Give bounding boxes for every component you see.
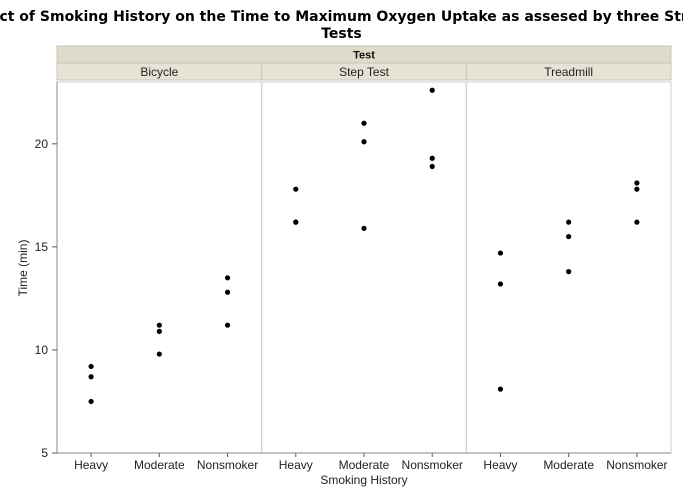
panel-strips: Bicycle Step Test Treadmill: [56, 62, 672, 81]
x-tick-label: Heavy: [279, 458, 313, 472]
x-axis: Heavy Moderate Nonsmoker Heavy Moderate Nonsm…: [57, 452, 671, 472]
data-point: [88, 374, 94, 380]
data-point: [429, 163, 435, 170]
panel-frame-step-test: [261, 81, 467, 454]
plot-panels: [56, 81, 672, 454]
data-point: [566, 219, 572, 225]
data-point: [361, 225, 367, 231]
group-title: Test: [353, 50, 375, 62]
y-tick-label: 5: [41, 446, 48, 460]
y-axis: 5 10 15 20: [35, 82, 58, 460]
data-point: [156, 322, 162, 328]
data-point: [361, 139, 367, 145]
chart-title-line-1: Effect of Smoking History on the Time to…: [0, 9, 683, 25]
data-point: [224, 289, 231, 295]
data-point: [293, 186, 299, 192]
y-tick-label: 10: [35, 343, 49, 357]
data-point: [497, 281, 504, 287]
data-point: [361, 120, 367, 126]
data-point: [429, 155, 435, 161]
data-point: [497, 386, 504, 392]
y-tick-label: 20: [35, 137, 49, 151]
x-tick-label: Nonsmoker: [606, 458, 667, 472]
panel-frame-bicycle: [56, 81, 263, 454]
x-tick-label: Heavy: [74, 458, 108, 472]
data-point: [634, 180, 640, 186]
data-point: [156, 351, 162, 357]
data-point: [224, 322, 231, 328]
data-point: [497, 250, 504, 256]
data-point: [634, 186, 640, 192]
chart-title-line-2: Tests: [321, 26, 362, 42]
x-tick-label: Nonsmoker: [402, 458, 463, 472]
x-axis-label: Smoking History: [320, 473, 407, 487]
x-tick-label: Nonsmoker: [197, 458, 258, 472]
x-tick-label: Moderate: [543, 458, 594, 472]
data-point: [429, 87, 435, 93]
panel-strip-label-bicycle: Bicycle: [140, 65, 178, 79]
x-tick-label: Moderate: [339, 458, 390, 472]
y-axis-label: Time (min): [16, 240, 30, 297]
panel-frame-treadmill: [465, 81, 672, 454]
panel-strip-label-step-test: Step Test: [339, 65, 389, 79]
data-point: [634, 219, 640, 225]
data-point: [566, 269, 572, 275]
data-point: [293, 219, 299, 225]
data-point: [88, 363, 94, 370]
panel-strip-treadmill: [465, 62, 672, 81]
data-point: [156, 328, 162, 334]
data-point: [224, 275, 231, 281]
data-points: [88, 87, 640, 405]
x-tick-label: Moderate: [134, 458, 185, 472]
panel-strip-label-treadmill: Treadmill: [544, 65, 593, 79]
y-tick-label: 15: [35, 240, 49, 254]
data-point: [88, 398, 94, 405]
data-point: [566, 233, 572, 240]
x-tick-label: Heavy: [483, 458, 517, 472]
